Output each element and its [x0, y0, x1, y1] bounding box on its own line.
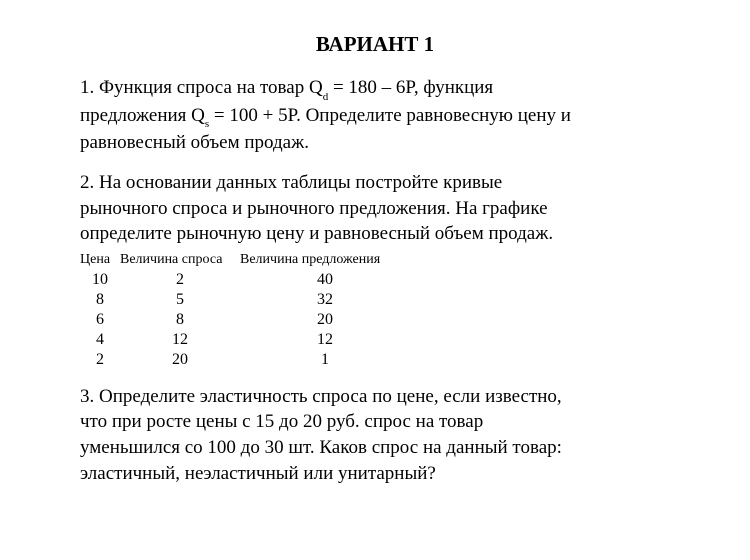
task-text: определите рыночную цену и равновесный о… [80, 223, 553, 244]
task-text: = 100 + 5P. Определите равновесную цену … [209, 105, 571, 126]
task-1: 1. Функция спроса на товар Qd = 180 – 6P… [80, 75, 670, 156]
task-2: 2. На основании данных таблицы постройте… [80, 170, 670, 370]
cell-price: 8 [80, 290, 120, 310]
task-text: Определите эластичность спроса по цене, … [99, 386, 562, 407]
table-row: 10 2 40 [80, 270, 670, 290]
table-row: 4 12 12 [80, 330, 670, 350]
table-row: 8 5 32 [80, 290, 670, 310]
task-text: = 180 – 6P, функция [328, 77, 493, 98]
task-number: 1. [80, 77, 94, 98]
task-number: 3. [80, 386, 94, 407]
page-title: ВАРИАНТ 1 [80, 32, 670, 57]
col-header-supply: Величина предложения [240, 251, 410, 270]
task-text: уменьшился со 100 до 30 шт. Каков спрос … [80, 437, 562, 458]
cell-price: 4 [80, 330, 120, 350]
document-page: ВАРИАНТ 1 1. Функция спроса на товар Qd … [0, 0, 750, 520]
cell-demand: 5 [120, 290, 240, 310]
task-text: предложения Q [80, 105, 205, 126]
cell-price: 6 [80, 310, 120, 330]
task-text: эластичный, неэластичный или унитарный? [80, 463, 436, 484]
task-text: На основании данных таблицы постройте кр… [99, 172, 502, 193]
task-text: что при росте цены с 15 до 20 руб. спрос… [80, 411, 483, 432]
col-header-price: Цена [80, 251, 120, 270]
task-text: рыночного спроса и рыночного предложения… [80, 198, 548, 219]
subscript-d: d [323, 91, 329, 103]
cell-supply: 12 [240, 330, 410, 350]
cell-demand: 20 [120, 350, 240, 370]
cell-supply: 40 [240, 270, 410, 290]
task-number: 2. [80, 172, 94, 193]
subscript-s: s [205, 118, 209, 130]
task-text: Функция спроса на товар Q [99, 77, 323, 98]
col-header-demand: Величина спроса [120, 251, 240, 270]
task-3: 3. Определите эластичность спроса по цен… [80, 384, 670, 487]
table-row: 2 20 1 [80, 350, 670, 370]
cell-demand: 8 [120, 310, 240, 330]
cell-price: 10 [80, 270, 120, 290]
cell-demand: 2 [120, 270, 240, 290]
cell-supply: 32 [240, 290, 410, 310]
task-text: равновесный объем продаж. [80, 132, 309, 153]
cell-demand: 12 [120, 330, 240, 350]
cell-supply: 1 [240, 350, 410, 370]
table-header: Цена Величина спроса Величина предложени… [80, 251, 670, 270]
cell-supply: 20 [240, 310, 410, 330]
cell-price: 2 [80, 350, 120, 370]
table-row: 6 8 20 [80, 310, 670, 330]
